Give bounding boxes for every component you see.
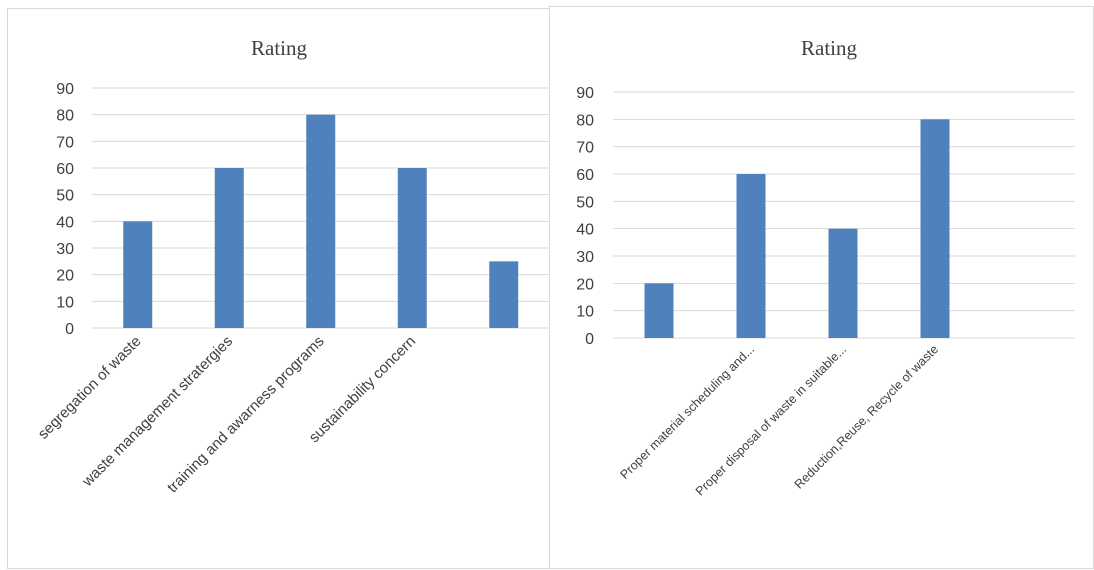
y-tick-label: 40 — [576, 222, 594, 239]
x-tick-label: Reduction,Reuse, Recycle of waste — [792, 342, 941, 491]
y-tick-label: 50 — [576, 194, 594, 211]
y-tick-label: 0 — [65, 321, 74, 338]
chart-title: Rating — [251, 36, 307, 60]
y-tick-label: 0 — [585, 331, 594, 348]
bar — [736, 174, 766, 338]
y-tick-label: 80 — [576, 112, 594, 129]
bar — [489, 261, 519, 328]
y-tick-label: 10 — [56, 294, 74, 311]
x-tick-label: segregation of waste — [35, 333, 145, 443]
y-tick-label: 30 — [576, 249, 594, 266]
y-tick-label: 90 — [576, 85, 594, 102]
bar — [123, 221, 153, 328]
bar — [397, 168, 427, 328]
chart-panel-1: Rating 0 10 20 30 40 50 60 70 80 90 segregation o… — [7, 8, 551, 569]
y-tick-label: 90 — [56, 81, 74, 98]
y-tick-label: 30 — [56, 241, 74, 258]
x-tick-label: training and awarness programs — [164, 333, 328, 497]
y-tick-label: 60 — [56, 161, 74, 178]
y-tick-label: 20 — [576, 276, 594, 293]
chart-title: Rating — [801, 36, 857, 60]
x-tick-label: Proper disposal of waste in suitable... — [693, 342, 849, 498]
y-tick-label: 70 — [56, 134, 74, 151]
y-tick-label: 40 — [56, 214, 74, 231]
y-tick-label: 80 — [56, 108, 74, 125]
y-tick-label: 60 — [576, 167, 594, 184]
chart-panel-2: Rating 0 10 20 30 40 50 60 70 80 90 Proper materi… — [549, 6, 1094, 569]
bar-chart-1: Rating 0 10 20 30 40 50 60 70 80 90 segregation o… — [35, 36, 551, 497]
y-tick-label: 50 — [56, 188, 74, 205]
bar — [920, 119, 950, 338]
bar — [828, 228, 858, 338]
x-tick-label: waste management stratergies — [78, 333, 236, 491]
bar — [644, 283, 674, 338]
y-tick-label: 70 — [576, 140, 594, 157]
x-tick-label: sustainability concern — [306, 333, 419, 446]
y-tick-label: 10 — [576, 304, 594, 321]
bar — [306, 114, 336, 329]
y-tick-label: 20 — [56, 268, 74, 285]
bar — [214, 168, 244, 328]
